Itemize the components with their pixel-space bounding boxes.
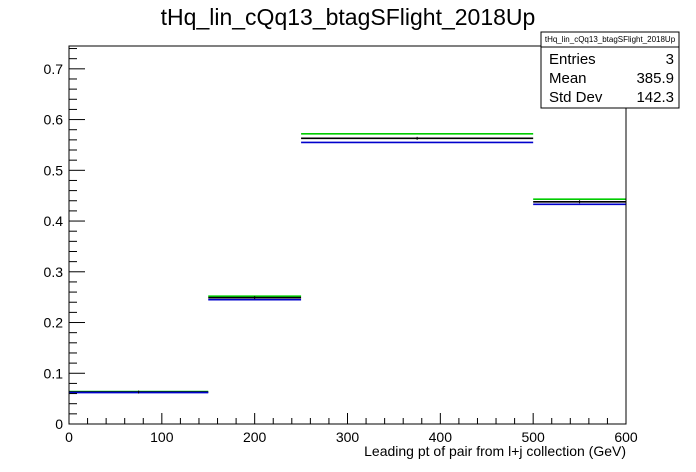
stats-entries-value: 3 [666,51,674,68]
x-tick-label: 200 [243,429,267,445]
stats-box: tHq_lin_cQq13_btagSFlight_2018Up Entries… [540,31,680,109]
stats-box-frame [540,31,680,109]
x-axis-title: Leading pt of pair from l+j collection (… [364,443,626,459]
y-tick-label: 0.3 [44,264,64,280]
chart-title: tHq_lin_cQq13_btagSFlight_2018Up [161,4,536,30]
x-axis: 0 100 200 300 400 500 600 [65,413,638,445]
y-tick-label: 0.2 [44,315,64,331]
x-tick-label: 300 [336,429,360,445]
y-tick-label: 0.6 [44,112,64,128]
x-tick-label: 100 [150,429,174,445]
x-tick-label: 400 [429,429,453,445]
stats-stddev-label: Std Dev [549,89,603,106]
x-tick-label: 0 [65,429,73,445]
stats-mean-label: Mean [549,70,587,87]
y-tick-label: 0.5 [44,162,64,178]
stats-entries-label: Entries [549,51,596,68]
y-tick-label: 0 [55,416,63,432]
stats-mean-value: 385.9 [636,70,674,87]
stats-box-title: tHq_lin_cQq13_btagSFlight_2018Up [545,35,676,44]
x-tick-label: 500 [521,429,545,445]
y-tick-label: 0.4 [44,213,64,229]
histogram-bars [69,132,626,394]
x-tick-label: 600 [614,429,638,445]
y-tick-label: 0.1 [44,365,64,381]
stats-stddev-value: 142.3 [636,89,674,106]
y-axis: 0 0.1 0.2 0.3 0.4 0.5 0.6 0.7 [44,48,85,432]
y-tick-label: 0.7 [44,61,64,77]
